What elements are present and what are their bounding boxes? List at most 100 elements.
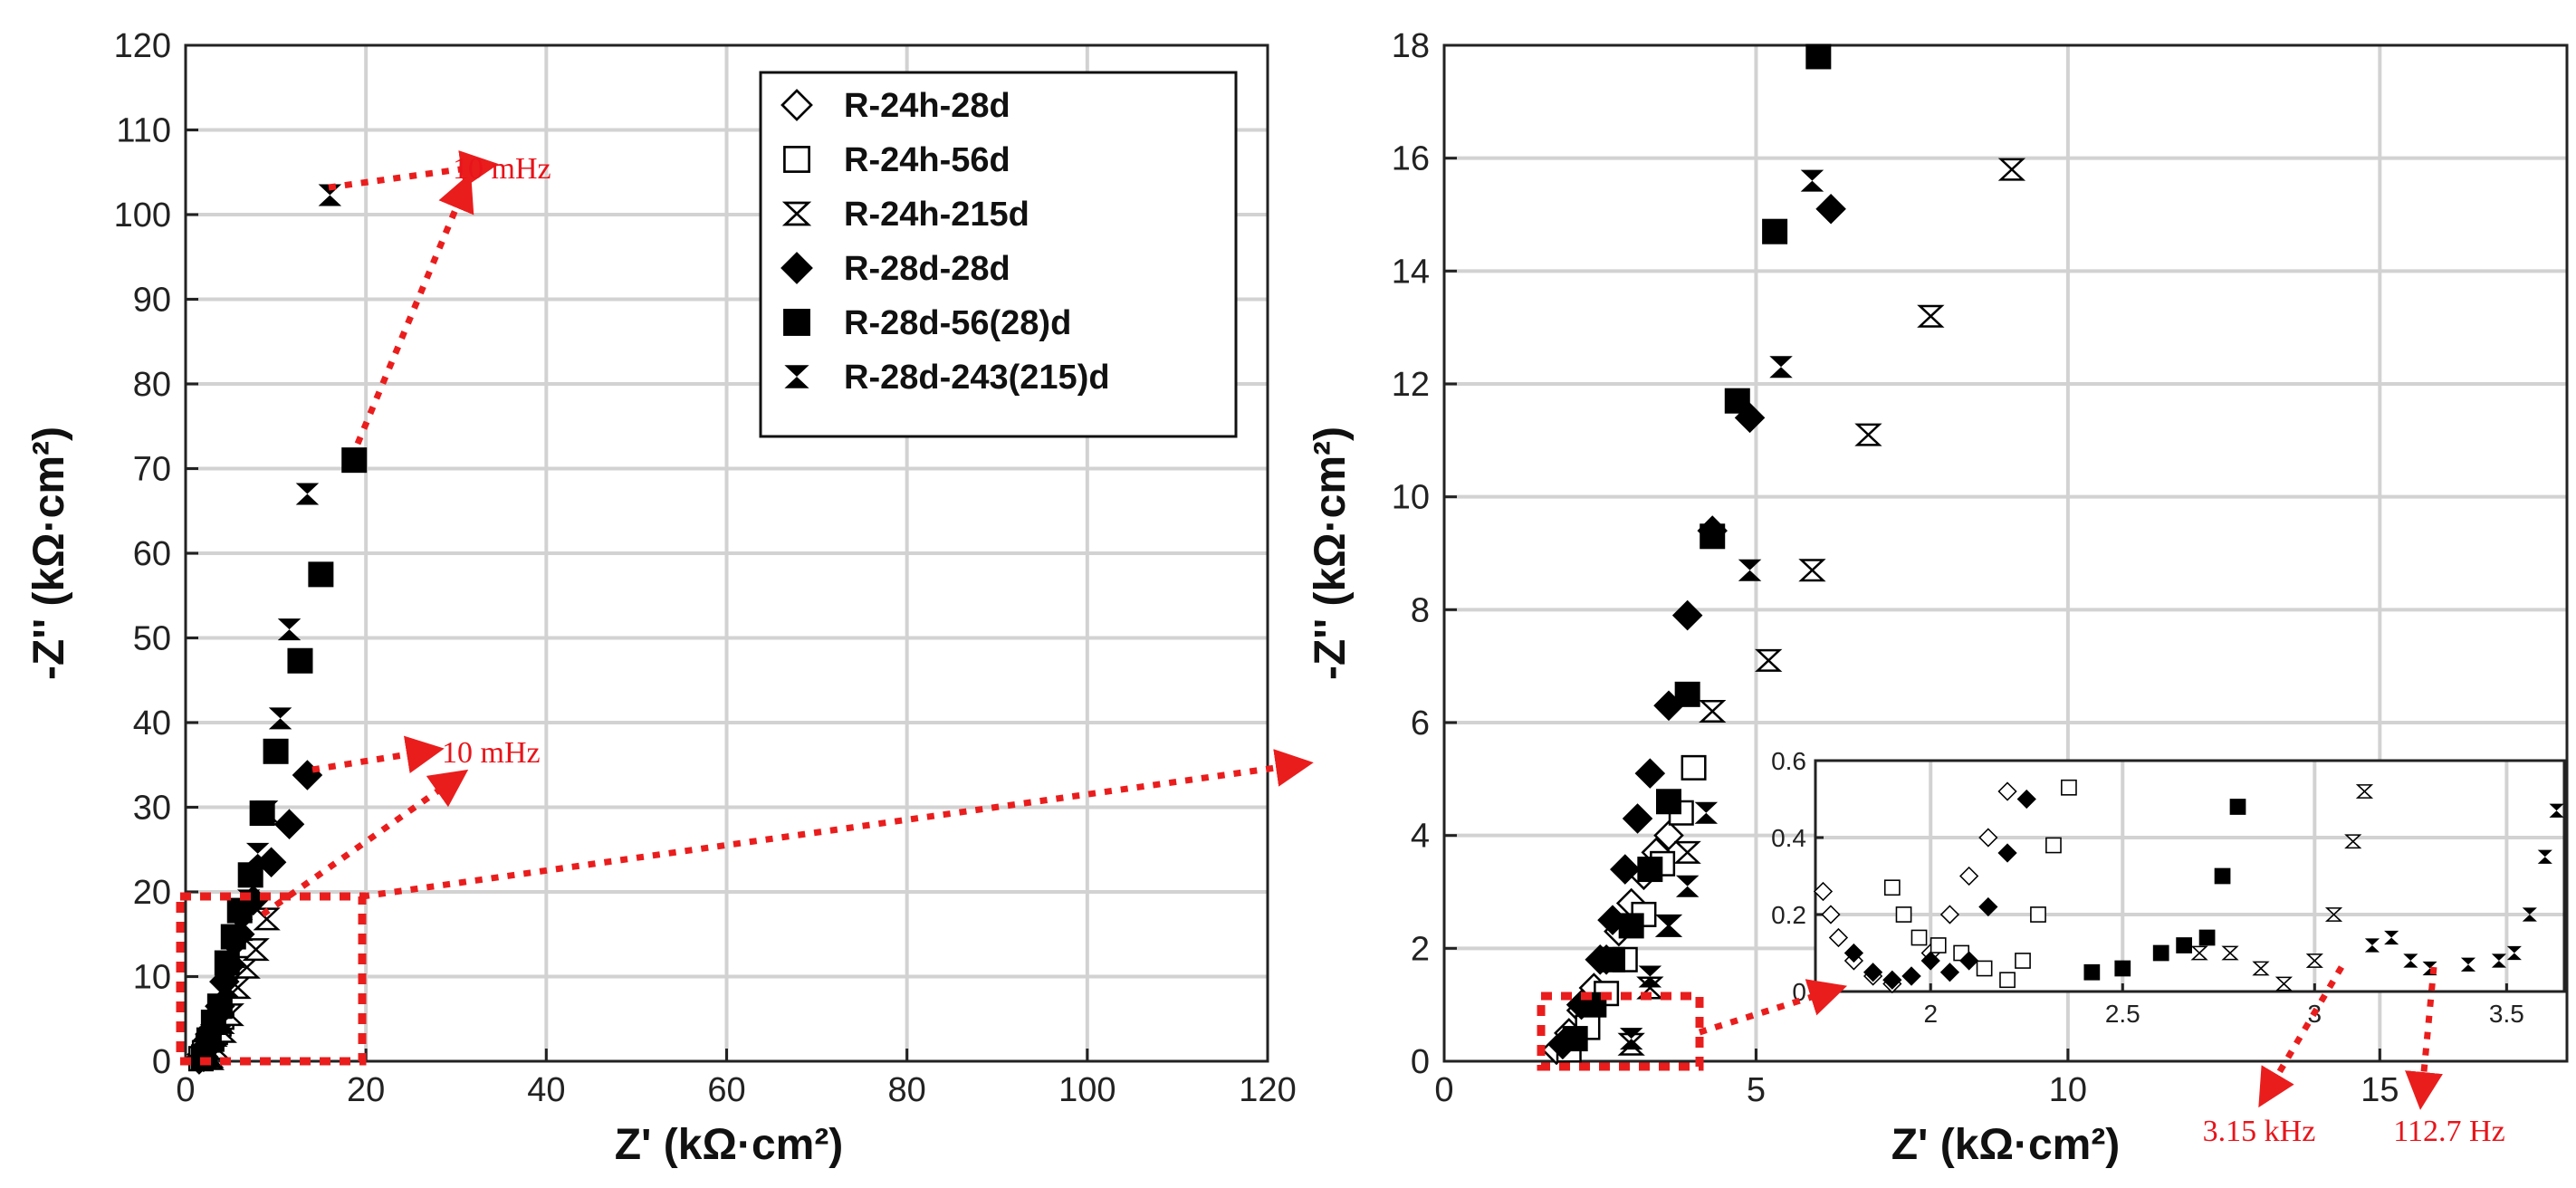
- data-point-r-24h-56d: [2045, 837, 2062, 854]
- data-point-r-24h-215d: [2324, 907, 2343, 922]
- y-tick-label: 6: [1411, 704, 1430, 742]
- zoom-region-box: [176, 892, 367, 1066]
- right-panel: 0 5 10 15 0 2 4 6 8 10 12 14 16 18 Z' (kΩ·cm²) -Z'' …: [1307, 27, 2569, 1169]
- x-tick-label: 2: [1923, 1000, 1938, 1028]
- y-tick-label: 10: [1392, 479, 1430, 517]
- legend-box: [759, 71, 1238, 438]
- data-point-r-28d-56-28-d: [237, 862, 263, 888]
- data-point-r-28d-28d: [1634, 758, 1666, 789]
- data-point-r-28d-243-215-d: [2460, 957, 2476, 972]
- legend-item-r-28d-56-28-d: R-28d-56(28)d: [783, 304, 1071, 342]
- legend-marker: [783, 309, 810, 336]
- left-x-ticks: 0 20 40 60 80 100 120: [176, 1049, 1297, 1109]
- data-point-r-28d-28d: [255, 847, 287, 878]
- data-point-r-28d-28d: [1978, 896, 1998, 917]
- data-point-r-28d-28d: [1920, 951, 1940, 971]
- annotation-arrow-mid: [311, 735, 445, 774]
- y-tick-label: 0.2: [1771, 901, 1806, 929]
- data-point-r-28d-28d: [1939, 963, 1960, 982]
- data-point-r-24h-215d: [2344, 834, 2362, 849]
- data-point-r-28d-28d: [1863, 963, 1883, 982]
- data-point-r-28d-28d: [273, 809, 305, 839]
- data-point-r-24h-215d: [253, 907, 281, 931]
- y-tick-label: 90: [133, 282, 171, 320]
- y-tick-label: 60: [133, 535, 171, 573]
- data-point-r-24h-56d: [1930, 937, 1947, 953]
- legend-label: R-24h-215d: [844, 196, 1029, 234]
- annotation-3-15khz: 3.15 kHz: [2203, 1115, 2316, 1148]
- data-point-r-28d-243-215-d: [268, 707, 292, 730]
- inset-arrow: [1698, 979, 1848, 1036]
- series-r-28d-56-28-d: [2083, 799, 2246, 981]
- data-point-r-28d-243-215-d: [1694, 801, 1719, 824]
- y-tick-label: 0: [1411, 1043, 1430, 1081]
- x-tick-label: 20: [347, 1071, 385, 1109]
- legend-item-r-24h-56d: R-24h-56d: [783, 141, 1010, 179]
- annotation-arrow-3-15khz: [2258, 965, 2345, 1108]
- data-point-r-28d-243-215-d: [217, 976, 241, 999]
- data-point-r-24h-28d: [1828, 927, 1849, 948]
- data-point-r-28d-243-215-d: [223, 945, 246, 968]
- data-point-r-28d-56-28-d: [2114, 960, 2131, 977]
- data-point-r-28d-28d: [1671, 599, 1703, 631]
- y-tick-label: 50: [133, 620, 171, 658]
- data-point-r-28d-28d: [1610, 854, 1641, 885]
- data-point-r-28d-243-215-d: [245, 842, 270, 865]
- data-point-r-28d-28d: [1882, 970, 1902, 990]
- annotation-112-7hz: 112.7 Hz: [2393, 1115, 2504, 1148]
- data-point-r-28d-243-215-d: [2491, 953, 2506, 968]
- data-point-r-28d-243-215-d: [1619, 1028, 1643, 1050]
- series-r-28d-56-28-d: [1562, 43, 1832, 1052]
- annotation-10mhz-mid: 10 mHz: [442, 736, 541, 770]
- data-point-r-28d-243-215-d: [1638, 965, 1662, 988]
- data-point-r-28d-243-215-d: [229, 919, 254, 942]
- data-point-r-28d-243-215-d: [277, 618, 302, 641]
- y-tick-label: 30: [133, 790, 171, 828]
- data-point-r-28d-56-28-d: [1637, 857, 1663, 883]
- data-point-r-24h-215d: [1673, 840, 1701, 864]
- data-point-r-28d-28d: [292, 760, 323, 790]
- left-y-ticks: 0 10 20 30 40 50 60 70 80 90 100 110 120: [114, 27, 198, 1081]
- legend-item-r-24h-215d: R-24h-215d: [781, 196, 1029, 234]
- legend-marker: [780, 89, 813, 121]
- y-tick-label: 0.4: [1771, 824, 1806, 852]
- legend-marker: [780, 252, 813, 284]
- x-tick-label: 120: [1239, 1071, 1296, 1109]
- data-point-r-28d-243-215-d: [2384, 930, 2399, 945]
- x-tick-label: 80: [888, 1071, 926, 1109]
- inset-series-points: [1813, 779, 2564, 994]
- data-point-r-28d-56-28-d: [1805, 43, 1832, 70]
- data-point-r-24h-215d: [2355, 784, 2374, 799]
- data-point-r-28d-243-215-d: [1738, 559, 1762, 581]
- data-point-r-28d-56-28-d: [341, 447, 368, 474]
- data-point-r-28d-243-215-d: [1675, 875, 1700, 897]
- x-tick-label: 5: [1747, 1071, 1766, 1109]
- y-tick-label: 20: [133, 874, 171, 912]
- y-tick-label: 8: [1411, 591, 1430, 629]
- data-point-r-24h-215d: [2221, 945, 2239, 961]
- x-tick-label: 60: [707, 1071, 745, 1109]
- legend-label: R-28d-243(215)d: [844, 359, 1110, 397]
- series-r-28d-243-215-d: [2364, 803, 2564, 976]
- data-point-r-28d-28d: [1997, 843, 2017, 863]
- right-y-axis-label: -Z'' (kΩ·cm²): [1307, 426, 1355, 680]
- data-point-r-28d-243-215-d: [1800, 169, 1824, 192]
- data-point-r-24h-215d: [2252, 961, 2270, 976]
- series-r-24h-56d: [1883, 779, 2077, 989]
- inset-frame: [1814, 759, 2566, 993]
- data-point-r-28d-56-28-d: [2229, 799, 2246, 815]
- zoom-arrow: [361, 749, 1314, 900]
- y-tick-label: 100: [114, 196, 171, 235]
- legend-item-r-28d-28d: R-28d-28d: [780, 250, 1010, 288]
- data-point-r-24h-215d: [1917, 304, 1945, 328]
- y-tick-label: 2: [1411, 930, 1430, 968]
- data-point-r-24h-56d: [1895, 906, 1912, 923]
- data-point-r-24h-56d: [1999, 972, 2016, 989]
- y-tick-label: 16: [1392, 140, 1430, 178]
- right-y-ticks: 0 2 4 6 8 10 12 14 16 18: [1392, 27, 1457, 1081]
- annotation-arrow-112-7hz: [2405, 966, 2443, 1110]
- legend-marker: [784, 365, 809, 388]
- y-tick-label: 18: [1392, 27, 1430, 65]
- data-point-r-24h-28d: [1978, 828, 1998, 848]
